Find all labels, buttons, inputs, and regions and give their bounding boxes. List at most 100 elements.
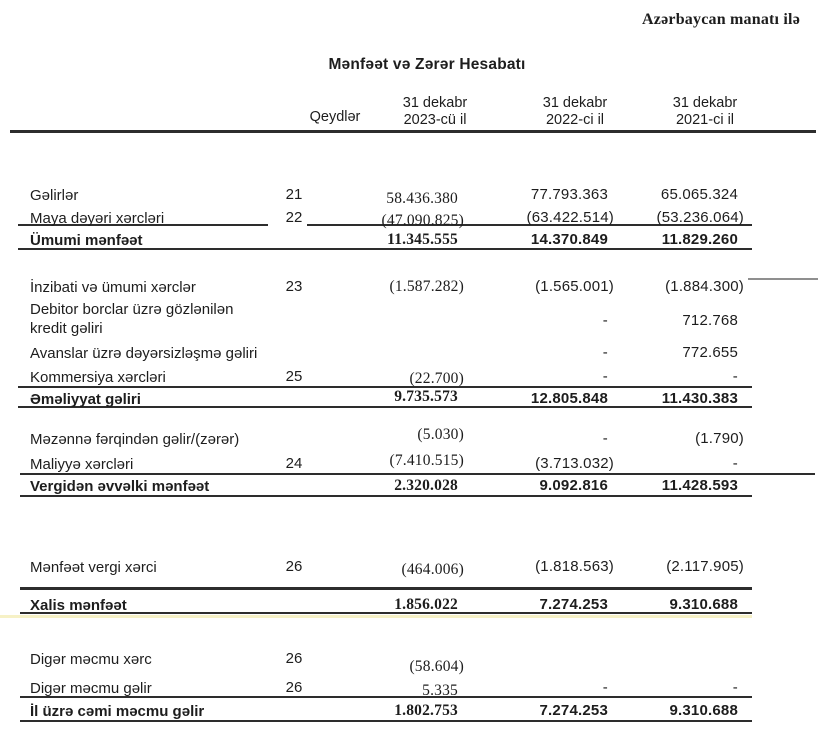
- value-2023: (22.700): [409, 370, 464, 387]
- row-finance-expenses: Maliyyə xərcləri 24 (7.410.515) (3.713.0…: [0, 452, 822, 477]
- row-other-comprehensive-expense: Digər məcmu xərc 26 (58.604): [0, 650, 822, 675]
- value-2021: 9.310.688: [669, 702, 738, 719]
- value-2023: (1.587.282): [389, 278, 464, 295]
- row-commercial-expenses: Kommersiya xərcləri 25 (22.700) - -: [0, 368, 822, 390]
- value-2022: -: [602, 430, 608, 447]
- row-cost-of-sales: Maya dəyəri xərcləri 22 (47.090.825) (63…: [0, 209, 822, 231]
- note-cell: 25: [285, 368, 303, 385]
- rule-above-total-comprehensive: [20, 696, 752, 698]
- value-2021: (1.790): [695, 430, 744, 447]
- note-cell: 22: [285, 209, 303, 226]
- value-2022: -: [602, 344, 608, 361]
- rule-values-above-gross: [307, 224, 752, 226]
- rule-label-col-above-gross: [18, 224, 268, 226]
- row-receivables-credit-income: Debitor borclar üzrə gözlənilən kredit g…: [0, 300, 822, 337]
- value-2021: -: [732, 455, 738, 472]
- row-label: Digər məcmu gəlir: [30, 680, 152, 697]
- value-2023: (464.006): [401, 561, 464, 578]
- value-2023: 5.335: [422, 682, 458, 699]
- value-2023: (7.410.515): [389, 452, 464, 469]
- column-header-notes: Qeydlər: [309, 109, 361, 125]
- value-2023: 11.345.555: [387, 231, 458, 248]
- note-cell: 26: [285, 650, 303, 667]
- note-cell: 24: [285, 455, 303, 472]
- value-2021: -: [732, 368, 738, 385]
- value-2022: -: [602, 679, 608, 696]
- row-gross-profit: Ümumi mənfəət 11.345.555 14.370.849 11.8…: [0, 231, 822, 253]
- value-2023: 9.735.573: [394, 388, 458, 405]
- value-2023: 1.802.753: [394, 702, 458, 719]
- row-label: Ümumi mənfəət: [30, 232, 143, 249]
- row-label: İl üzrə cəmi məcmu gəlir: [30, 703, 205, 720]
- value-2023: (47.090.825): [381, 212, 464, 229]
- row-label: Məzənnə fərqindən gəlir/(zərər): [30, 431, 240, 448]
- rule-below-gross-profit: [18, 248, 752, 250]
- value-2021: (2.117.905): [666, 558, 744, 575]
- row-admin-expenses: İnzibati və ümumi xərclər 23 (1.587.282)…: [0, 278, 822, 300]
- row-label: Maya dəyəri xərcləri: [30, 210, 165, 227]
- column-header-2022-line2: 2022-ci il: [545, 112, 605, 128]
- row-net-profit: Xalis mənfəət 1.856.022 7.274.253 9.310.…: [0, 596, 822, 618]
- value-2022: (1.565.001): [535, 278, 614, 295]
- row-label: Debitor borclar üzrə gözlənilən kredit g…: [30, 301, 234, 337]
- value-2021: 772.655: [682, 344, 738, 361]
- value-2021: 712.768: [682, 312, 738, 329]
- row-label: Xalis mənfəət: [30, 597, 127, 614]
- value-2022: 12.805.848: [530, 390, 608, 407]
- column-header-2023-line2: 2023-cü il: [403, 112, 467, 128]
- row-profit-before-tax: Vergidən əvvəlki mənfəət 2.320.028 9.092…: [0, 477, 822, 499]
- row-label: Maliyyə xərcləri: [30, 456, 134, 473]
- row-income-tax-expense: Mənfəət vergi xərci 26 (464.006) (1.818.…: [0, 558, 822, 580]
- row-label: Digər məcmu xərc: [30, 651, 152, 668]
- value-2021: (1.884.300): [665, 278, 744, 295]
- column-header-2022: 31 dekabr 2022-ci il: [515, 95, 635, 129]
- scan-highlight-artifact: [0, 615, 752, 618]
- value-2022: 14.370.849: [530, 231, 608, 248]
- value-2023: 1.856.022: [394, 596, 458, 613]
- note-cell: 26: [285, 679, 303, 696]
- column-header-2021-line1: 31 dekabr: [672, 95, 738, 111]
- column-header-2021: 31 dekabr 2021-ci il: [645, 95, 765, 129]
- value-2021: 11.428.593: [661, 477, 738, 494]
- column-header-2023-line1: 31 dekabr: [402, 95, 468, 111]
- currency-note: Azərbaycan manatı ilə: [642, 11, 800, 28]
- row-label: İnzibati və ümumi xərclər: [30, 279, 196, 296]
- margin-artifact-line: [748, 278, 818, 280]
- value-2023: (5.030): [417, 426, 464, 443]
- row-label: Mənfəət vergi xərci: [30, 559, 157, 576]
- value-2022: 7.274.253: [539, 702, 608, 719]
- row-other-comprehensive-income: Digər məcmu gəlir 26 5.335 - -: [0, 679, 822, 701]
- row-label: Əməliyyat gəliri: [30, 391, 141, 408]
- value-2023: (58.604): [409, 658, 464, 675]
- value-2021: (53.236.064): [656, 209, 744, 226]
- rule-above-net-profit: [20, 587, 752, 590]
- value-2021: 9.310.688: [669, 596, 738, 613]
- row-revenue: Gəlirlər 21 58.436.380 77.793.363 65.065…: [0, 186, 822, 208]
- value-2023: 2.320.028: [394, 477, 458, 494]
- rule-below-pretax: [20, 495, 752, 497]
- value-2022: -: [602, 368, 608, 385]
- value-2022: 7.274.253: [539, 596, 608, 613]
- rule-above-pretax: [20, 473, 815, 475]
- rule-below-net-profit: [20, 612, 752, 614]
- value-2022: -: [602, 312, 608, 329]
- note-cell: 26: [285, 558, 303, 575]
- header-rule: [10, 130, 816, 133]
- value-2021: -: [732, 679, 738, 696]
- column-header-2021-line2: 2021-ci il: [675, 112, 735, 128]
- value-2022: (1.818.563): [535, 558, 614, 575]
- rule-above-operating: [18, 386, 752, 388]
- row-total-comprehensive-income: İl üzrə cəmi məcmu gəlir 1.802.753 7.274…: [0, 702, 822, 724]
- rule-below-operating: [18, 406, 752, 408]
- value-2021: 11.829.260: [661, 231, 738, 248]
- note-cell: 23: [285, 278, 303, 295]
- value-2022: 9.092.816: [539, 477, 608, 494]
- report-title: Mənfəət və Zərər Hesabatı: [328, 56, 526, 73]
- value-2021: 65.065.324: [660, 186, 738, 203]
- row-exchange-gain-loss: Məzənnə fərqindən gəlir/(zərər) (5.030) …: [0, 426, 822, 452]
- row-label: Avanslar üzrə dəyərsizləşmə gəliri: [30, 345, 258, 362]
- value-2021: 11.430.383: [661, 390, 738, 407]
- column-header-2023: 31 dekabr 2023-cü il: [375, 95, 495, 129]
- value-2022: (3.713.032): [535, 455, 614, 472]
